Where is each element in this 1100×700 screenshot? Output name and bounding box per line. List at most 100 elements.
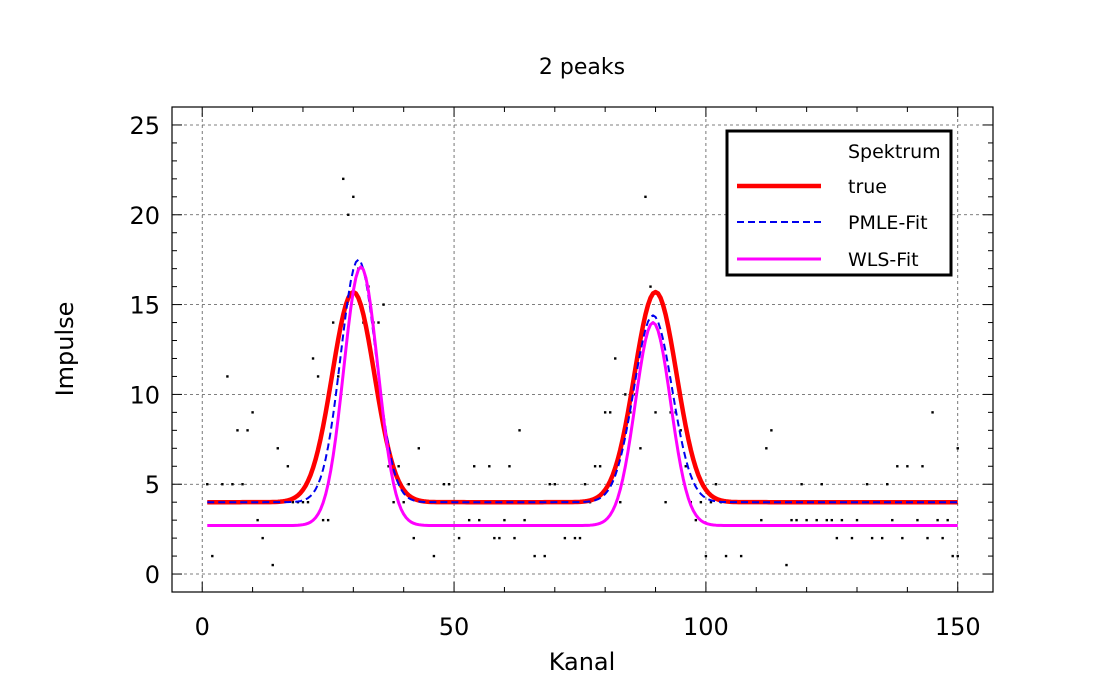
spektrum-point: [276, 447, 279, 450]
spektrum-point: [241, 483, 244, 486]
grid: [172, 107, 993, 592]
spektrum-point: [654, 411, 657, 414]
spektrum-point: [467, 518, 471, 522]
spektrum-point: [301, 500, 305, 504]
spektrum-point: [498, 536, 501, 540]
spektrum-point: [221, 483, 224, 486]
spektrum-point: [573, 536, 577, 540]
spektrum-point: [679, 429, 682, 432]
legend: Spektrum true PMLE-Fit WLS-Fit: [725, 129, 953, 277]
spektrum-point: [830, 518, 834, 522]
spektrum-point: [473, 465, 476, 468]
spektrum-point: [402, 500, 405, 504]
spektrum-point: [956, 447, 959, 450]
spektrum-point: [271, 563, 274, 567]
spektrum-point: [886, 483, 889, 486]
spektrum-point: [321, 518, 325, 522]
spektrum-point: [231, 483, 234, 486]
spektrum-point: [583, 483, 587, 486]
spektrum-point: [211, 554, 214, 558]
spektrum-point: [533, 554, 536, 558]
spektrum-point: [478, 518, 481, 522]
legend-label: Spektrum: [848, 141, 941, 163]
legend-box: [725, 129, 953, 277]
spektrum-point: [906, 465, 909, 468]
legend-label: WLS-Fit: [848, 249, 919, 271]
x-tick-label: 0: [195, 613, 210, 641]
spektrum-point: [694, 518, 698, 522]
spektrum-point: [684, 465, 687, 468]
spektrum-point: [765, 447, 768, 450]
spektrum-point: [815, 518, 818, 522]
spektrum-point: [337, 375, 340, 378]
spektrum-point: [880, 536, 884, 540]
spektrum-point: [593, 465, 597, 468]
y-tick-label: 25: [129, 112, 160, 140]
spektrum-point: [941, 536, 944, 540]
x-tick-label: 100: [683, 613, 729, 641]
spektrum-point: [331, 321, 335, 324]
spektrum-point: [785, 563, 788, 567]
spektrum-point: [246, 429, 249, 432]
spektrum-point: [609, 411, 612, 414]
spektrum-point: [457, 536, 461, 540]
spektrum-point: [311, 357, 315, 360]
spektrum-point: [286, 465, 290, 468]
spektrum-point: [865, 483, 869, 486]
spektrum-point: [724, 554, 728, 558]
spektrum-point: [251, 411, 254, 414]
spektrum-point: [261, 536, 264, 540]
spektrum-point: [553, 483, 556, 486]
spektrum-point: [326, 518, 330, 522]
y-tick-label: 15: [129, 292, 160, 320]
curve-wls-fit: [207, 265, 958, 528]
spektrum-point: [926, 536, 929, 540]
spektrum-point: [770, 429, 773, 432]
spektrum-point: [432, 554, 436, 558]
spektrum-point: [306, 500, 310, 504]
spektrum-point: [603, 411, 607, 414]
spektrum-point: [714, 483, 718, 486]
spektrum-point: [578, 536, 582, 540]
spektrum-point: [226, 375, 229, 378]
spektrum-point: [896, 465, 899, 468]
spektrum-point: [921, 465, 924, 468]
spektrum-point: [805, 518, 808, 522]
spektrum-point: [523, 518, 526, 522]
spektrum-point: [916, 518, 919, 522]
y-tick-label: 0: [145, 561, 160, 589]
spektrum-point: [704, 554, 708, 558]
spektrum-point: [840, 518, 844, 522]
spektrum-point: [442, 483, 446, 486]
tick-labels: 0 50 100 150 0 5 10 15 20 25: [129, 112, 980, 641]
spektrum-point: [503, 518, 506, 522]
spektrum-point: [543, 554, 546, 558]
spektrum-point: [639, 447, 642, 450]
spektrum-point: [392, 500, 395, 504]
spektrum-point: [206, 483, 209, 486]
spektrum-point: [644, 195, 647, 199]
spektrum-point: [447, 483, 451, 486]
spektrum-point: [835, 536, 839, 540]
spektrum-point: [800, 483, 803, 486]
y-tick-label: 10: [129, 381, 160, 409]
spektrum-point: [493, 536, 496, 540]
spektrum-point: [513, 536, 516, 540]
legend-label: PMLE-Fit: [848, 212, 928, 234]
spektrum-point: [956, 554, 959, 558]
y-tick-label: 5: [145, 471, 160, 499]
spektrum-point: [855, 518, 859, 522]
spektrum-point: [699, 500, 703, 504]
spektrum-point: [407, 483, 410, 486]
spektrum-point: [891, 518, 894, 522]
x-axis-title: Kanal: [549, 648, 616, 676]
spektrum-point: [347, 213, 350, 216]
y-axis-title: Impulse: [51, 302, 79, 397]
curve-pmle-fit: [207, 258, 958, 504]
legend-label: true: [848, 176, 887, 198]
spektrum-point: [614, 357, 617, 360]
spektrum-point: [820, 483, 823, 486]
spektrum-point: [946, 518, 949, 522]
spektrum-point: [760, 518, 763, 522]
spektrum-point: [397, 465, 400, 468]
